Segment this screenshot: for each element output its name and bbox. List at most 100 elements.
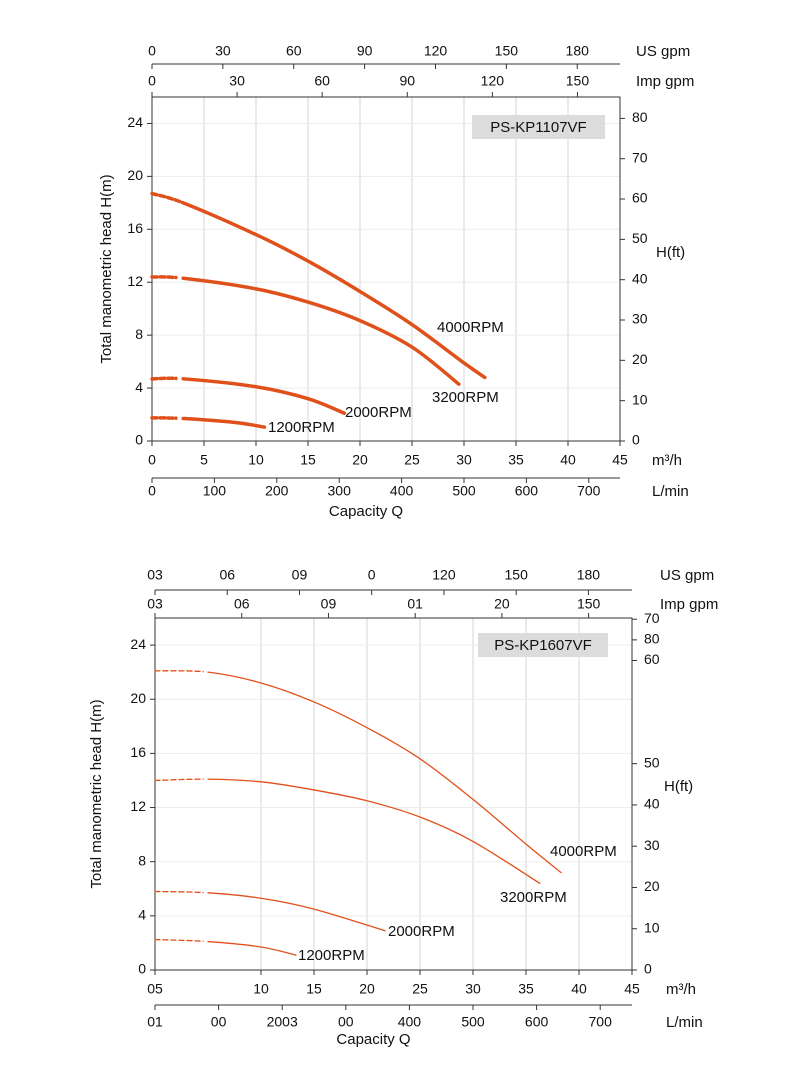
- secondary-x-tick-label: 700: [577, 483, 601, 499]
- secondary-x-axis-title: US gpm: [660, 567, 714, 584]
- y-tick-label: 24: [130, 636, 146, 652]
- y-tick-label: 20: [130, 690, 146, 706]
- x-tick-label: 20: [352, 452, 368, 468]
- curve: [154, 778, 541, 885]
- y2-tick-label: 0: [632, 432, 640, 448]
- y-tick-label: 12: [127, 273, 143, 289]
- y2-tick-label: 30: [644, 837, 660, 853]
- curve-label: 1200RPM: [298, 947, 365, 964]
- chart-title: PS-KP1607VF: [494, 637, 592, 654]
- secondary-x-tick-label: 120: [424, 43, 448, 59]
- y-tick-label: 4: [135, 379, 143, 395]
- secondary-x-tick-label: 150: [577, 596, 601, 612]
- y2-tick-label: 80: [632, 109, 648, 125]
- y2-tick-label: 60: [644, 651, 660, 667]
- x-tick-label: 10: [253, 981, 269, 997]
- secondary-x-tick-label: 01: [147, 1014, 163, 1030]
- secondary-x-tick-label: 2003: [267, 1014, 298, 1030]
- curve-label: 3200RPM: [500, 889, 567, 906]
- x-tick-label: 25: [404, 452, 420, 468]
- y2-axis-title: H(ft): [656, 244, 685, 261]
- y2-tick-label: 20: [632, 351, 648, 367]
- plot-frame: [151, 96, 621, 442]
- secondary-x-axis-title: Imp gpm: [660, 596, 718, 613]
- y-tick-label: 16: [127, 220, 143, 236]
- x-unit: m³/h: [666, 981, 696, 998]
- y2-tick-label: 40: [644, 796, 660, 812]
- secondary-x-tick-label: 0: [148, 483, 156, 499]
- x-tick-label: 30: [456, 452, 472, 468]
- y-tick-label: 12: [130, 798, 146, 814]
- secondary-x-tick-label: 00: [211, 1014, 227, 1030]
- y-tick-label: 4: [138, 907, 146, 923]
- plot-frame: [154, 617, 633, 971]
- secondary-x-axis-title: L/min: [652, 483, 689, 500]
- y2-tick-label: 30: [632, 311, 648, 327]
- x-axis-title: Capacity Q: [336, 1031, 410, 1048]
- secondary-x-tick-label: 90: [399, 73, 415, 89]
- curve: [150, 275, 461, 386]
- x-axis-title: Capacity Q: [329, 503, 403, 520]
- x-tick-label: 10: [248, 452, 264, 468]
- x-tick-label: 05: [147, 981, 163, 997]
- x-tick-label: 40: [571, 981, 587, 997]
- secondary-x-tick-label: 60: [286, 43, 302, 59]
- y-tick-label: 0: [138, 961, 146, 977]
- title-box: [472, 115, 605, 139]
- secondary-x-tick-label: 600: [515, 483, 539, 499]
- y-tick-label: 20: [127, 167, 143, 183]
- curve: [150, 416, 267, 429]
- x-tick-label: 45: [624, 981, 640, 997]
- secondary-x-tick-label: 120: [432, 567, 456, 583]
- secondary-x-axis-title: US gpm: [636, 43, 690, 60]
- curve-label: 2000RPM: [388, 923, 455, 940]
- y-tick-label: 8: [135, 326, 143, 342]
- secondary-x-tick-label: 01: [407, 596, 423, 612]
- y-tick-label: 16: [130, 744, 146, 760]
- x-tick-label: 35: [508, 452, 524, 468]
- curve: [154, 670, 562, 874]
- x-unit: m³/h: [652, 452, 682, 469]
- x-tick-label: 30: [465, 981, 481, 997]
- y-tick-label: 8: [138, 852, 146, 868]
- curve-label: 4000RPM: [437, 319, 504, 336]
- x-tick-label: 15: [306, 981, 322, 997]
- secondary-x-tick-label: 180: [577, 567, 601, 583]
- y2-tick-label: 0: [644, 961, 652, 977]
- secondary-x-tick-label: 06: [219, 567, 235, 583]
- secondary-x-tick-label: 60: [314, 73, 330, 89]
- secondary-x-tick-label: 30: [215, 43, 231, 59]
- y-axis-title: Total manometric head H(m): [98, 174, 115, 363]
- curve-label: 4000RPM: [550, 843, 617, 860]
- secondary-x-tick-label: 06: [234, 596, 250, 612]
- y-tick-label: 24: [127, 114, 143, 130]
- secondary-x-tick-label: 300: [328, 483, 352, 499]
- y2-tick-label: 80: [644, 631, 660, 647]
- secondary-x-tick-label: 90: [357, 43, 373, 59]
- y-tick-label: 0: [135, 432, 143, 448]
- curve: [150, 191, 487, 380]
- y2-tick-label: 70: [644, 610, 660, 626]
- x-tick-label: 40: [560, 452, 576, 468]
- secondary-x-tick-label: 03: [147, 596, 163, 612]
- y2-tick-label: 10: [644, 919, 660, 935]
- secondary-x-tick-label: 09: [292, 567, 308, 583]
- x-tick-label: 15: [300, 452, 316, 468]
- secondary-x-tick-label: 03: [147, 567, 163, 583]
- y2-tick-label: 70: [632, 149, 648, 165]
- secondary-x-tick-label: 150: [495, 43, 519, 59]
- secondary-x-tick-label: 200: [265, 483, 289, 499]
- secondary-x-tick-label: 400: [390, 483, 414, 499]
- curve: [154, 938, 297, 956]
- curve-label: 1200RPM: [268, 419, 335, 436]
- y2-tick-label: 50: [644, 754, 660, 770]
- secondary-x-tick-label: 0: [148, 73, 156, 89]
- secondary-x-tick-label: 500: [452, 483, 476, 499]
- secondary-x-tick-label: 180: [566, 43, 590, 59]
- y-axis-title: Total manometric head H(m): [88, 699, 105, 888]
- secondary-x-tick-label: 00: [338, 1014, 354, 1030]
- secondary-x-tick-label: 500: [461, 1014, 485, 1030]
